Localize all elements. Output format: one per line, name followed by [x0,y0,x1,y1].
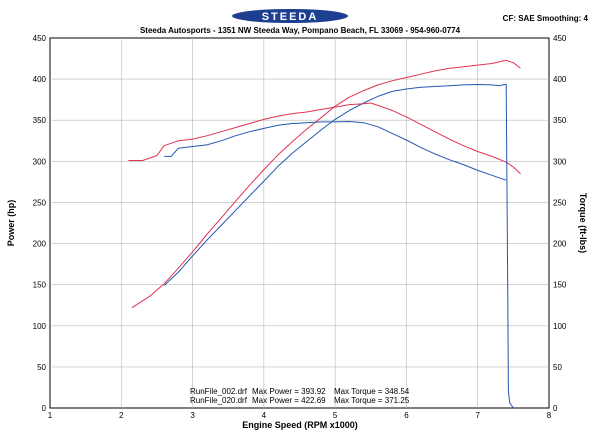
y-axis-right-label: Torque (ft-lbs) [578,193,588,253]
y-tick-label-right: 150 [553,281,567,290]
series-layer [128,59,521,409]
x-axis-label: Engine Speed (RPM x1000) [242,420,358,430]
y-tick-label-right: 450 [553,34,567,43]
x-tick-label: 2 [119,411,124,420]
y-axis-left-label: Power (hp) [6,200,16,247]
y-tick-label-left: 50 [37,363,46,372]
y-tick-label-left: 200 [33,240,47,249]
legend-torque-2: Max Torque = 371.25 [334,396,410,405]
x-tick-label: 4 [262,411,267,420]
x-tick-label: 7 [475,411,480,420]
y-tick-label-left: 450 [33,34,47,43]
header: STEEDA CF: SAE Smoothing: 4 Steeda Autos… [140,9,589,35]
y-tick-label-right: 300 [553,157,567,166]
chart-subtitle: Steeda Autosports - 1351 NW Steeda Way, … [140,26,461,35]
x-tick-label: 1 [48,411,53,420]
legend-file-2: RunFile_020.drf [190,396,248,405]
y-tick-label-left: 400 [33,75,47,84]
y-tick-label-right: 100 [553,322,567,331]
series-line-1 [163,83,507,286]
y-tick-label-right: 200 [553,240,567,249]
grid [50,38,549,408]
x-tick-label: 5 [333,411,338,420]
series-line-4 [128,102,521,175]
plot-frame [49,37,550,409]
max-values-legend: RunFile_002.drf Max Power = 393.92 Max T… [190,387,410,405]
x-tick-label: 6 [404,411,409,420]
y-tick-label-left: 100 [33,322,47,331]
y-tick-label-left: 0 [42,404,47,413]
legend-power-1: Max Power = 393.92 [252,387,326,396]
logo-text: STEEDA [262,11,319,23]
y-tick-label-right: 400 [553,75,567,84]
legend-power-2: Max Power = 422.69 [252,396,326,405]
legend-file-1: RunFile_002.drf [190,387,248,396]
y-tick-label-right: 0 [553,404,558,413]
y-tick-label-right: 350 [553,116,567,125]
y-tick-label-right: 50 [553,363,562,372]
series-line-3 [164,121,507,181]
x-tick-label: 3 [190,411,195,420]
y-tick-label-left: 150 [33,281,47,290]
steeda-logo-icon [232,9,348,23]
y-tick-label-left: 350 [33,116,47,125]
series-line-5 [505,84,514,409]
series-line-2 [131,59,521,309]
cf-info: CF: SAE Smoothing: 4 [503,14,589,23]
y-tick-label-left: 300 [33,157,47,166]
legend-torque-1: Max Torque = 348.54 [334,387,410,396]
x-tick-label: 8 [547,411,552,420]
y-tick-label-right: 250 [553,198,567,207]
y-tick-label-left: 250 [33,198,47,207]
